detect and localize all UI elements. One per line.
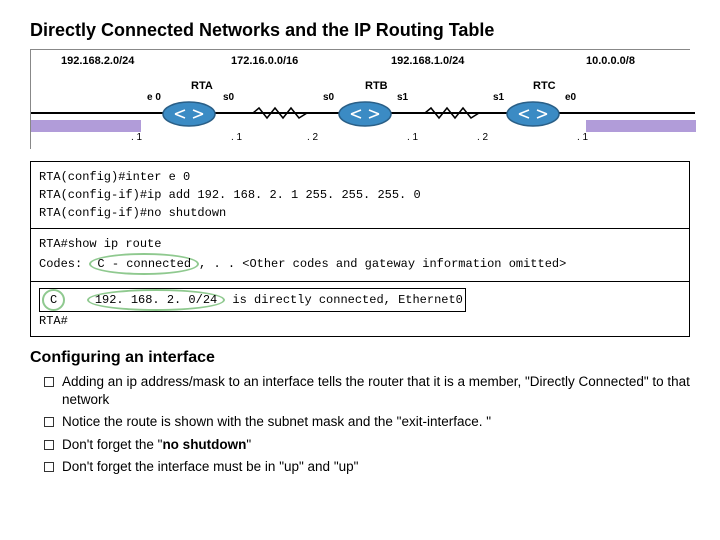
- terminal-divider-2: [31, 281, 689, 282]
- serial-link-2: [413, 106, 493, 120]
- bullet-2-p2: ": [246, 437, 251, 452]
- codes-suffix: , . . <Other codes and gateway informati…: [199, 257, 566, 271]
- bullet-list: Adding an ip address/mask to an interfac…: [30, 373, 690, 476]
- route-suffix: is directly connected, Ethernet0: [225, 293, 463, 307]
- lan-band-left: [31, 120, 141, 132]
- bullet-2-p0: Don't forget the ": [62, 437, 162, 452]
- if-rta-left: e 0: [147, 92, 161, 103]
- bullet-2-bold: no shutdown: [162, 437, 246, 452]
- if-rtc-right: e0: [565, 92, 576, 103]
- ip-rta-left: . 1: [131, 132, 142, 143]
- net-label-3: 10.0.0.0/8: [586, 55, 635, 67]
- bullet-3-text: Don't forget the interface must be in "u…: [62, 459, 358, 474]
- net-label-0: 192.168.2.0/24: [61, 55, 134, 67]
- router-label-rtc: RTC: [533, 80, 556, 92]
- router-label-rta: RTA: [191, 80, 213, 92]
- ip-rtb-right: . 1: [407, 132, 418, 143]
- cfg-line-1: RTA(config-if)#ip add 192. 168. 2. 1 255…: [39, 186, 681, 204]
- section-subtitle: Configuring an interface: [30, 349, 690, 367]
- router-icon-rtb: [337, 100, 393, 128]
- router-icon-rtc: [505, 100, 561, 128]
- show-line-1: RTA#show ip route: [39, 235, 681, 253]
- cfg-line-0: RTA(config)#inter e 0: [39, 168, 681, 186]
- ip-rtc-left: . 2: [477, 132, 488, 143]
- prompt-line: RTA#: [39, 312, 681, 330]
- terminal-divider-1: [31, 228, 689, 229]
- router-label-rtb: RTB: [365, 80, 388, 92]
- net-label-2: 192.168.1.0/24: [391, 55, 464, 67]
- ip-rtc-right: . 1: [577, 132, 588, 143]
- ip-rta-right: . 1: [231, 132, 242, 143]
- lan-band-right: [586, 120, 696, 132]
- if-rtc-left: s1: [493, 92, 504, 103]
- codes-highlight: C - connected: [89, 253, 199, 275]
- cfg-line-2: RTA(config-if)#no shutdown: [39, 204, 681, 222]
- bullet-2: Don't forget the "no shutdown": [44, 436, 690, 454]
- bullet-0: Adding an ip address/mask to an interfac…: [44, 373, 690, 409]
- serial-link-1: [241, 106, 321, 120]
- net-label-1: 172.16.0.0/16: [231, 55, 298, 67]
- if-rtb-left: s0: [323, 92, 334, 103]
- if-rtb-right: s1: [397, 92, 408, 103]
- codes-prefix: Codes:: [39, 257, 89, 271]
- bullet-1: Notice the route is shown with the subne…: [44, 413, 690, 431]
- route-boxed: C 192. 168. 2. 0/24 is directly connecte…: [39, 288, 466, 312]
- route-code-circle: C: [42, 289, 65, 311]
- bullet-0-text: Adding an ip address/mask to an interfac…: [62, 374, 690, 407]
- network-diagram: 192.168.2.0/24 172.16.0.0/16 192.168.1.0…: [30, 49, 690, 149]
- route-net-circle: 192. 168. 2. 0/24: [87, 289, 225, 311]
- router-icon-rta: [161, 100, 217, 128]
- slide-title: Directly Connected Networks and the IP R…: [30, 20, 690, 41]
- ip-rtb-left: . 2: [307, 132, 318, 143]
- terminal-output: RTA(config)#inter e 0 RTA(config-if)#ip …: [30, 161, 690, 337]
- show-line-2: Codes: C - connected, . . <Other codes a…: [39, 253, 681, 275]
- if-rta-right: s0: [223, 92, 234, 103]
- bullet-1-text: Notice the route is shown with the subne…: [62, 414, 491, 429]
- bullet-3: Don't forget the interface must be in "u…: [44, 458, 690, 476]
- route-line: C 192. 168. 2. 0/24 is directly connecte…: [39, 288, 681, 312]
